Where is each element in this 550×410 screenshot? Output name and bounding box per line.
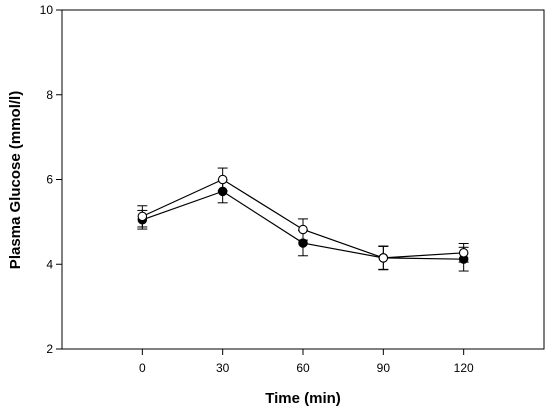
y-tick-label: 4 <box>46 257 53 271</box>
x-tick-label: 120 <box>454 361 474 375</box>
y-tick-label: 6 <box>46 173 53 187</box>
data-point <box>378 253 389 263</box>
y-tick-label: 2 <box>46 342 53 356</box>
x-tick-label: 0 <box>139 361 146 375</box>
x-tick-label: 30 <box>216 361 230 375</box>
x-tick-label: 60 <box>296 361 310 375</box>
x-axis-title: Time (min) <box>265 390 341 407</box>
x-axis: 0 30 60 90 120 <box>139 349 474 375</box>
y-axis: 2 4 6 8 10 <box>40 3 62 356</box>
plot-frame <box>61 9 545 350</box>
y-tick-label: 10 <box>40 3 54 17</box>
y-axis-title: Plasma Glucose (mmol/l) <box>7 91 24 269</box>
data-point <box>137 211 148 222</box>
x-tick-label: 90 <box>377 361 391 375</box>
data-point <box>298 224 308 235</box>
y-tick-label: 8 <box>46 88 53 102</box>
series-2 <box>137 167 469 270</box>
series-layer <box>137 167 469 272</box>
data-point <box>458 248 469 258</box>
data-point <box>217 174 228 185</box>
